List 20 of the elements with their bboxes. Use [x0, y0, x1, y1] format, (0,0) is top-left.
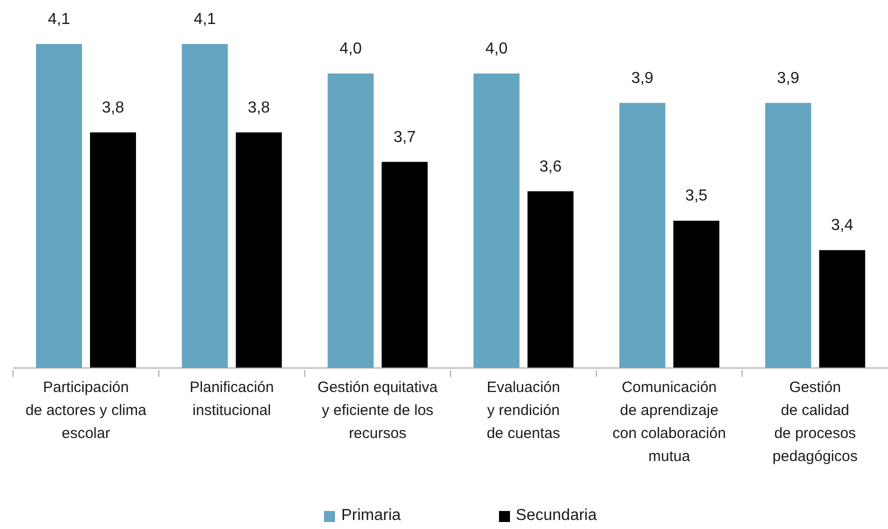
x-tick-label: Planificación institucional — [190, 379, 274, 419]
x-tick-label: Comunicación de aprendizaje con colaboración mutua — [612, 379, 726, 465]
x-tick-label: Participación de actores y clima escolar — [25, 379, 148, 442]
data-label: 4,1 — [194, 11, 216, 28]
data-label: 3,8 — [248, 99, 270, 116]
data-label: 3,7 — [394, 128, 416, 146]
x-tick-label: Gestión equitativa y eficiente de los recursos — [318, 379, 438, 442]
data-label: 3,9 — [631, 70, 654, 87]
data-label: 3,6 — [539, 158, 562, 176]
legend-label: Secundaria — [516, 507, 597, 525]
data-label: 3,4 — [831, 217, 854, 234]
x-tick-label: Evaluación y rendición de cuentas — [486, 379, 560, 442]
data-label: 3,8 — [102, 99, 124, 116]
data-label: 4,0 — [340, 40, 362, 58]
legend-label: Primaria — [341, 507, 401, 525]
data-label: 3,5 — [685, 188, 708, 205]
data-label: 4,0 — [485, 40, 508, 58]
data-label: 4,1 — [48, 11, 70, 28]
data-label: 3,9 — [777, 70, 800, 87]
x-tick-label: Gestión de calidad de procesos pedagógicos — [772, 379, 858, 465]
